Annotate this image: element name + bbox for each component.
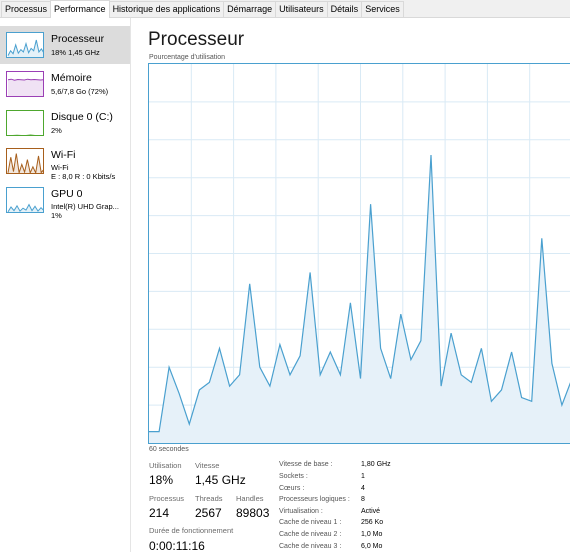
sparkline-line <box>7 153 43 173</box>
processus-label: Processus <box>149 494 185 503</box>
spec-key: Cache de niveau 1 : <box>279 519 342 526</box>
sidebar-item-detail: Intel(R) UHD Grap... <box>51 202 119 211</box>
sidebar-item-gpu[interactable]: GPU 0 Intel(R) UHD Grap... 1% <box>0 181 130 220</box>
utilisation-label: Utilisation <box>149 461 182 470</box>
sparkline-area <box>8 135 44 136</box>
spec-key: Cœurs : <box>279 485 305 492</box>
spec-value: 1,0 Mo <box>361 531 383 538</box>
sidebar-item-memoire[interactable]: Mémoire 5,6/7,8 Go (72%) <box>0 65 130 103</box>
sidebar-item-label: Mémoire <box>51 72 92 84</box>
uptime-label: Durée de fonctionnement <box>149 526 234 535</box>
handles-label: Handles <box>236 494 264 503</box>
sparkline-area <box>8 40 43 57</box>
cpu-usage-line <box>149 154 570 433</box>
spec-key: Processeurs logiques : <box>279 496 350 503</box>
sidebar-item-label: GPU 0 <box>51 188 83 200</box>
memory-spark-icon <box>6 71 44 97</box>
vitesse-label: Vitesse <box>195 461 220 470</box>
chart-axis-label: Pourcentage d'utilisation <box>149 54 226 61</box>
spec-key: Vitesse de base : <box>279 461 333 468</box>
sidebar-item-label: Disque 0 (C:) <box>51 111 113 123</box>
sidebar-item-detail: 18% 1,45 GHz <box>51 48 100 57</box>
threads-label: Threads <box>195 494 223 503</box>
cpu-usage-chart-svg <box>149 64 570 443</box>
vitesse-value: 1,45 GHz <box>195 473 246 487</box>
resource-sidebar: Processeur 18% 1,45 GHz Mémoire 5,6/7,8 … <box>0 18 131 552</box>
sidebar-item-throughput: E : 8,0 R : 0 Kbits/s <box>51 172 116 181</box>
threads-value: 2567 <box>195 506 222 520</box>
sparkline-line <box>7 203 43 212</box>
tab-processus[interactable]: Processus <box>1 1 52 17</box>
spec-key: Cache de niveau 3 : <box>279 543 342 550</box>
sparkline-line <box>7 39 43 56</box>
tab-details[interactable]: Détails <box>326 1 363 17</box>
spec-value: 1 <box>361 473 365 480</box>
sidebar-item-wifi[interactable]: Wi-Fi Wi-Fi E : 8,0 R : 0 Kbits/s <box>0 142 130 181</box>
spec-value: Activé <box>361 508 381 515</box>
tab-bar: Processus Performance Historique des app… <box>0 0 570 18</box>
disk-spark-icon <box>6 110 44 136</box>
sparkline-line <box>7 78 43 81</box>
page-title: Processeur <box>148 29 245 50</box>
spec-value: 256 Ko <box>361 519 384 526</box>
spec-key: Sockets : <box>279 473 308 480</box>
tab-services[interactable]: Services <box>361 1 404 17</box>
cpu-usage-area <box>149 155 570 443</box>
sidebar-item-disque[interactable]: Disque 0 (C:) 2% <box>0 104 130 142</box>
wifi-spark-icon <box>6 148 44 174</box>
cpu-spark-icon <box>6 32 44 58</box>
main-panel: Processeur Pourcentage d'utilisation 60 … <box>131 18 570 553</box>
spec-value: 6,0 Mo <box>361 543 383 550</box>
tab-historique-applications[interactable]: Historique des applications <box>108 1 225 17</box>
tab-utilisateurs[interactable]: Utilisateurs <box>275 1 328 17</box>
gpu-spark-icon <box>6 187 44 213</box>
sparkline-area <box>8 79 43 96</box>
tab-demarrage[interactable]: Démarrage <box>223 1 277 17</box>
sidebar-item-label: Wi-Fi <box>51 149 76 161</box>
uptime-value: 0:00:11:16 <box>149 539 205 553</box>
spec-value: 1,80 GHz <box>361 461 391 468</box>
tab-performance[interactable]: Performance <box>50 0 110 18</box>
processus-value: 214 <box>149 506 170 520</box>
sidebar-item-processeur[interactable]: Processeur 18% 1,45 GHz <box>0 26 130 64</box>
sidebar-item-detail: 2% <box>51 126 62 135</box>
utilisation-value: 18% <box>149 473 174 487</box>
sparkline-line <box>8 134 43 135</box>
spec-key: Cache de niveau 2 : <box>279 531 342 538</box>
spec-value: 8 <box>361 496 365 503</box>
handles-value: 89803 <box>236 506 270 520</box>
chart-time-span: 60 secondes <box>149 446 189 453</box>
sidebar-item-detail: Wi-Fi <box>51 163 69 172</box>
sidebar-item-detail: 5,6/7,8 Go (72%) <box>51 87 109 96</box>
sidebar-item-usage: 1% <box>51 211 62 220</box>
sparkline-area <box>8 204 43 212</box>
spec-key: Virtualisation : <box>279 508 323 515</box>
spec-value: 4 <box>361 485 365 492</box>
sidebar-item-label: Processeur <box>51 33 105 45</box>
cpu-usage-chart <box>148 63 570 444</box>
